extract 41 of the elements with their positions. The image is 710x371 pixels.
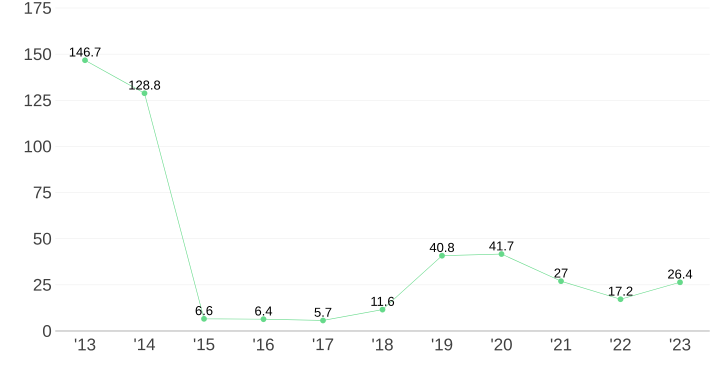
x-tick-label: '19: [432, 338, 452, 350]
x-tick-label: '23: [670, 338, 690, 350]
x-tick-label: '17: [312, 338, 334, 350]
y-tick-label: 75: [34, 186, 52, 198]
y-tick-label: 0: [42, 325, 52, 337]
x-tick-label: '16: [253, 338, 274, 350]
data-label: 17.2: [608, 286, 632, 296]
x-tick-label: '20: [491, 338, 512, 350]
point: [677, 279, 683, 286]
x-tick-label: '15: [194, 338, 214, 350]
y-tick-label: 50: [34, 232, 52, 245]
data-label: 128.8: [129, 80, 160, 90]
point: [201, 316, 207, 322]
x-tick-label: '14: [134, 338, 156, 350]
data-label: 26.4: [668, 269, 692, 279]
x-tick-label: '18: [372, 338, 393, 350]
data-label: 6.6: [196, 306, 212, 316]
data-label: 6.4: [255, 306, 272, 316]
y-tick-label: 175: [24, 2, 52, 14]
data-label: 5.7: [314, 308, 332, 317]
point: [439, 252, 445, 259]
data-label: 41.7: [489, 242, 514, 250]
data-label: 146.7: [70, 47, 101, 57]
point: [558, 278, 564, 284]
data-label: 27: [554, 268, 568, 278]
point: [82, 57, 88, 64]
y-tick-label: 150: [24, 48, 52, 60]
data-label: 40.8: [430, 242, 454, 252]
x-tick-label: '21: [550, 338, 572, 350]
y-tick-label: 25: [34, 278, 52, 291]
point: [320, 318, 326, 324]
point: [380, 306, 386, 312]
point: [142, 90, 148, 96]
point: [618, 296, 624, 302]
y-tick-label: 100: [24, 140, 52, 152]
data-label: 11.6: [371, 296, 394, 306]
y-tick-label: 125: [24, 94, 52, 106]
point: [260, 316, 266, 322]
x-tick-label: '13: [74, 338, 96, 350]
x-tick-label: '22: [610, 338, 631, 350]
point: [498, 251, 504, 257]
